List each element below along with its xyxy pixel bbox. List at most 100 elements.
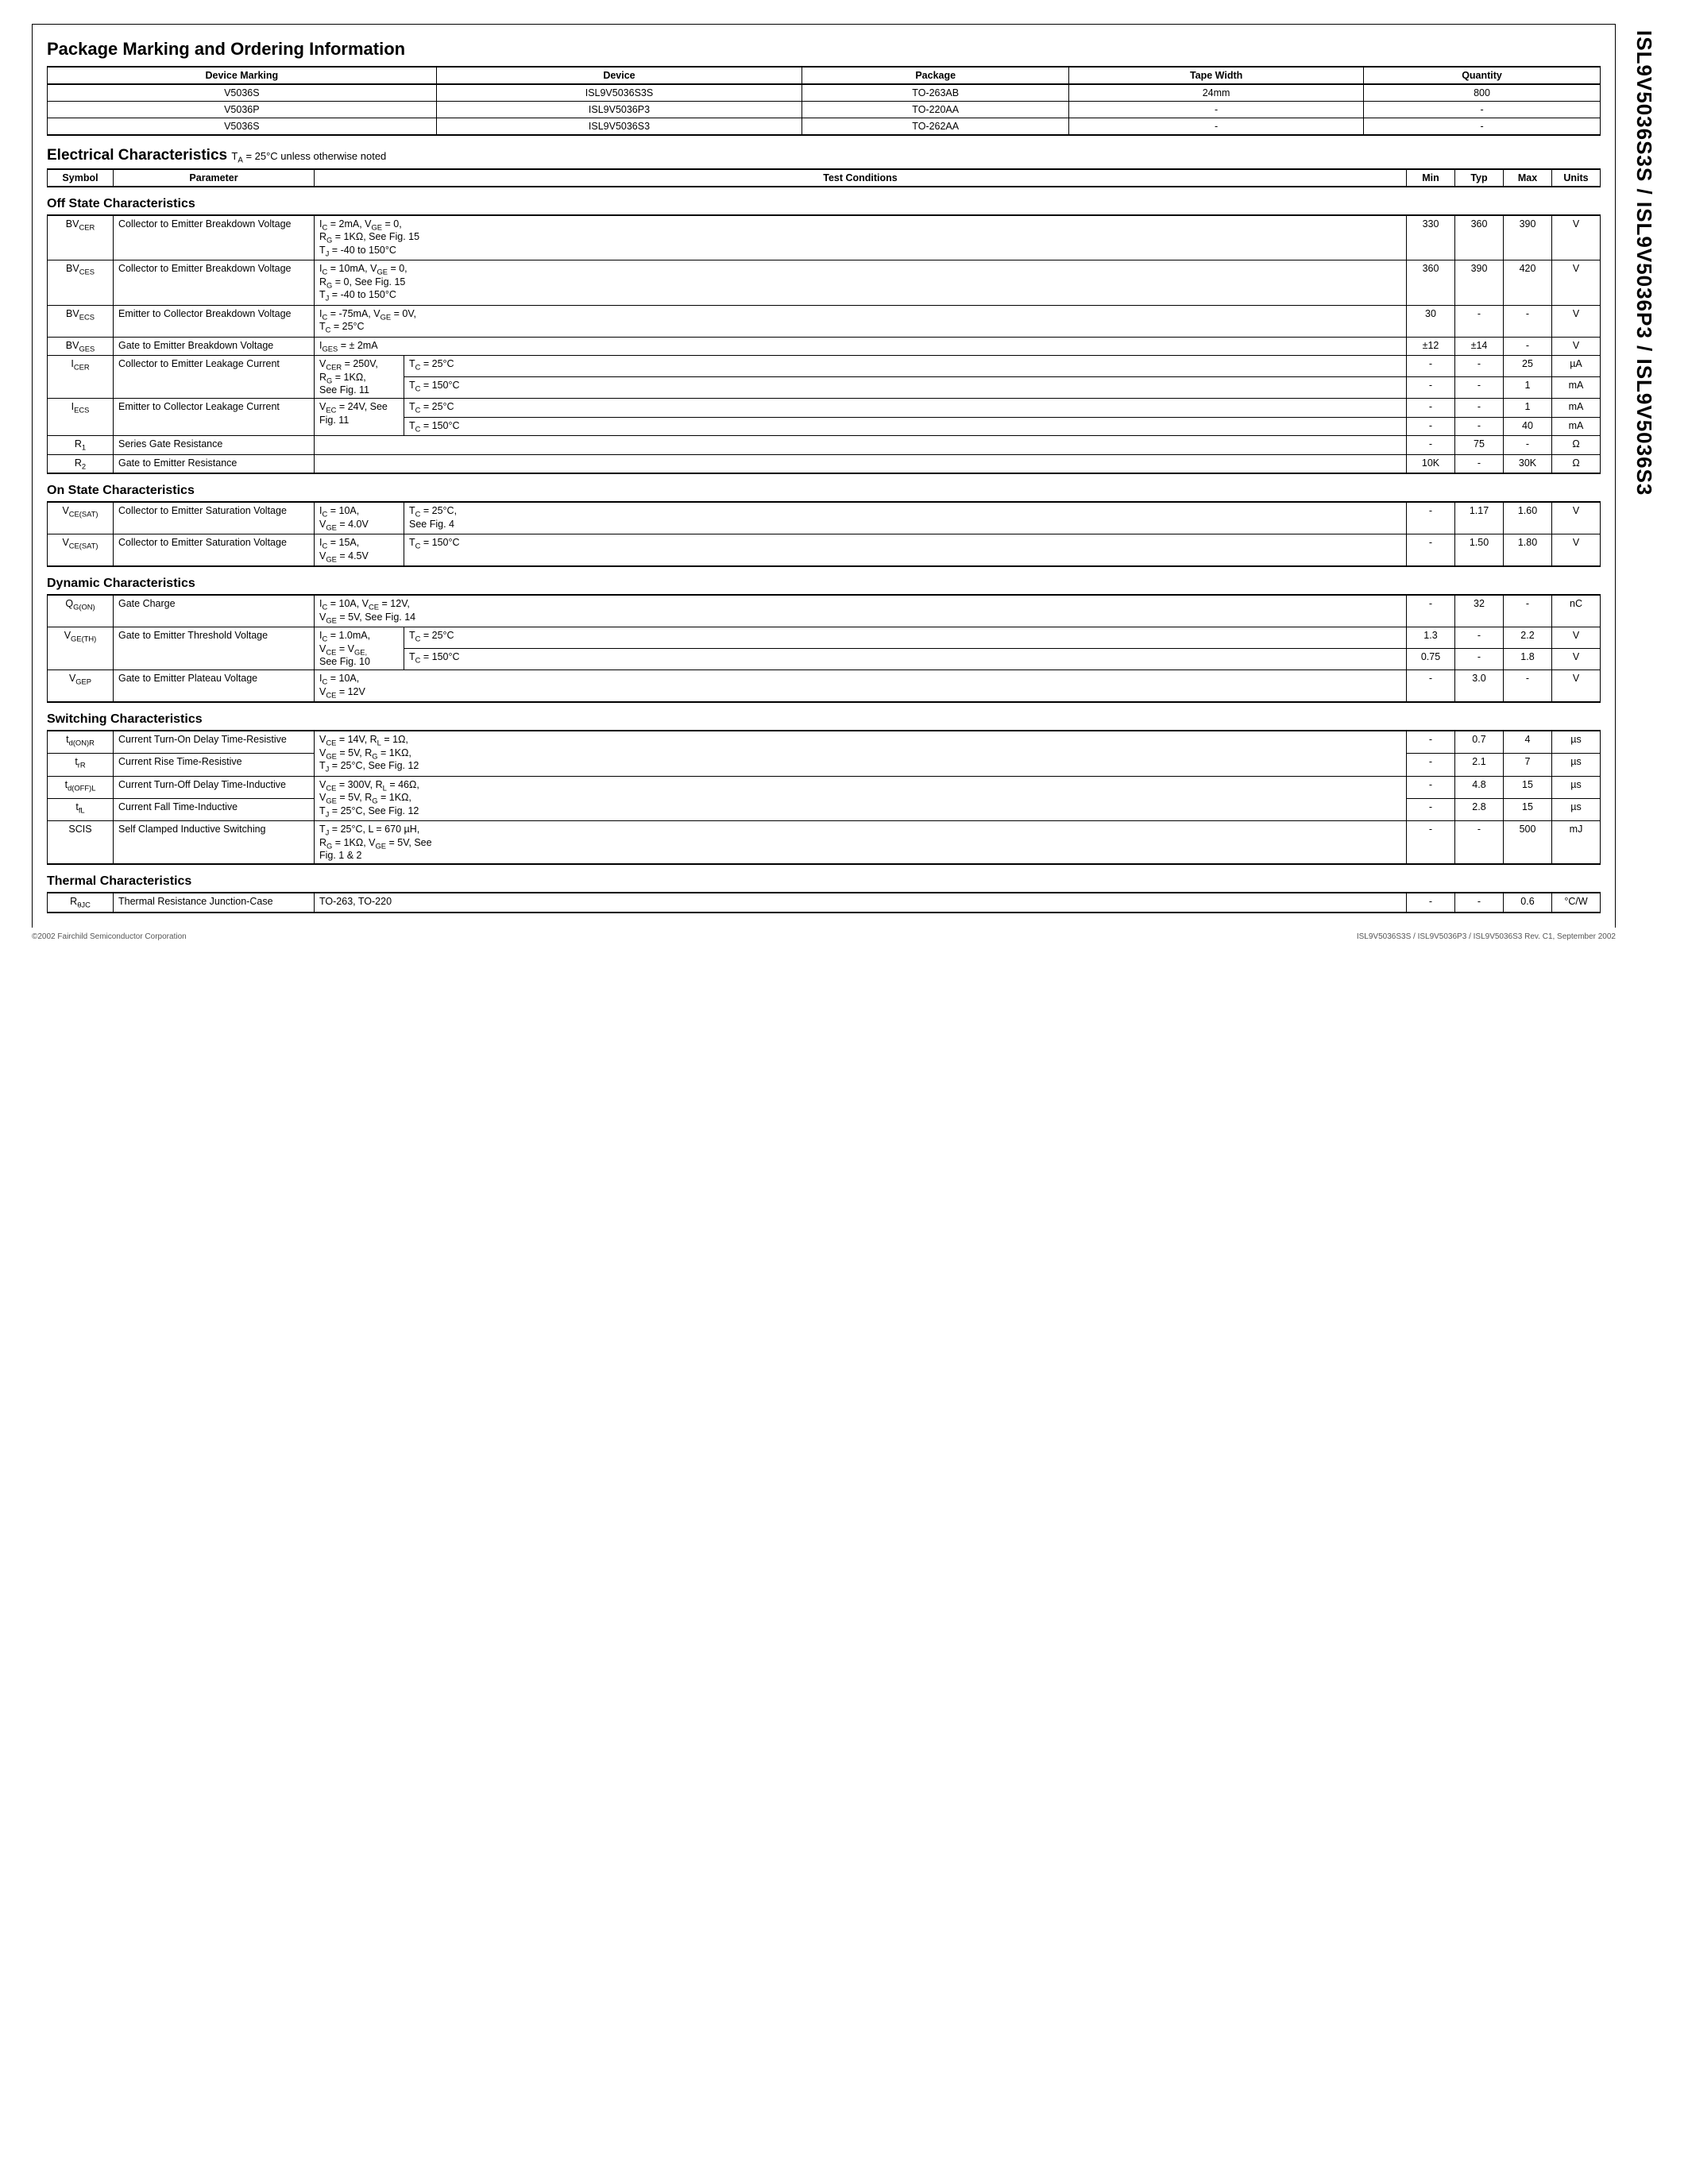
typ-cell: 1.50 bbox=[1455, 534, 1504, 567]
symbol-cell: R1 bbox=[48, 436, 114, 455]
unit-cell: mA bbox=[1552, 377, 1601, 399]
cond-cell: IC = 10A, VCE = 12V,VGE = 5V, See Fig. 1… bbox=[315, 595, 1407, 627]
typ-cell: 0.7 bbox=[1455, 731, 1504, 754]
unit-cell: mJ bbox=[1552, 821, 1601, 865]
unit-cell: mA bbox=[1552, 417, 1601, 436]
table-row: BVECSEmitter to Collector Breakdown Volt… bbox=[48, 305, 1601, 337]
param-cell: Collector to Emitter Breakdown Voltage bbox=[114, 260, 315, 306]
unit-cell: µs bbox=[1552, 776, 1601, 798]
max-cell: 15 bbox=[1504, 798, 1552, 820]
cond2-cell: TC = 25°C bbox=[404, 627, 1407, 649]
pkg-cell: - bbox=[1364, 118, 1601, 136]
unit-cell: Ω bbox=[1552, 436, 1601, 455]
min-cell: 30 bbox=[1407, 305, 1455, 337]
cond-cell: VCE = 14V, RL = 1Ω,VGE = 5V, RG = 1KΩ,TJ… bbox=[315, 731, 1407, 776]
footer-left: ©2002 Fairchild Semiconductor Corporatio… bbox=[32, 932, 187, 941]
table-row: BVGESGate to Emitter Breakdown VoltageIG… bbox=[48, 337, 1601, 356]
param-cell: Collector to Emitter Breakdown Voltage bbox=[114, 215, 315, 260]
unit-cell: V bbox=[1552, 337, 1601, 356]
pkg-header-row: Device Marking Device Package Tape Width… bbox=[48, 67, 1601, 84]
min-cell: - bbox=[1407, 776, 1455, 798]
table-row: SCISSelf Clamped Inductive SwitchingTJ =… bbox=[48, 821, 1601, 865]
param-cell: Collector to Emitter Saturation Voltage bbox=[114, 502, 315, 534]
max-cell: 500 bbox=[1504, 821, 1552, 865]
table-row: R2Gate to Emitter Resistance10K-30KΩ bbox=[48, 454, 1601, 473]
min-cell: - bbox=[1407, 399, 1455, 418]
max-cell: 1.60 bbox=[1504, 502, 1552, 534]
symbol-cell: tfL bbox=[48, 798, 114, 820]
pkg-cell: ISL9V5036S3 bbox=[436, 118, 802, 136]
min-cell: 10K bbox=[1407, 454, 1455, 473]
min-cell: - bbox=[1407, 502, 1455, 534]
cond-cell bbox=[315, 436, 1407, 455]
pkg-cell: ISL9V5036P3 bbox=[436, 102, 802, 118]
param-cell: Emitter to Collector Leakage Current bbox=[114, 399, 315, 436]
cond2-cell: TC = 150°C bbox=[404, 649, 1407, 670]
min-cell: 0.75 bbox=[1407, 649, 1455, 670]
cond-cell: VEC = 24V, SeeFig. 11 bbox=[315, 399, 404, 436]
unit-cell: °C/W bbox=[1552, 893, 1601, 913]
typ-cell: 2.1 bbox=[1455, 754, 1504, 776]
symbol-cell: RθJC bbox=[48, 893, 114, 913]
symbol-cell: R2 bbox=[48, 454, 114, 473]
content-box: Package Marking and Ordering Information… bbox=[32, 24, 1616, 928]
cond2-cell: TC = 25°C,See Fig. 4 bbox=[404, 502, 1407, 534]
typ-cell: - bbox=[1455, 377, 1504, 399]
symbol-cell: VGEP bbox=[48, 670, 114, 703]
min-cell: - bbox=[1407, 377, 1455, 399]
min-cell: - bbox=[1407, 754, 1455, 776]
max-cell: 4 bbox=[1504, 731, 1552, 754]
table-row: BVCERCollector to Emitter Breakdown Volt… bbox=[48, 215, 1601, 260]
typ-cell: - bbox=[1455, 649, 1504, 670]
table-row: VCE(SAT)Collector to Emitter Saturation … bbox=[48, 502, 1601, 534]
pkg-cell: V5036P bbox=[48, 102, 437, 118]
side-label: ISL9V5036S3S / ISL9V5036P3 / ISL9V5036S3 bbox=[1632, 24, 1656, 496]
symbol-cell: VCE(SAT) bbox=[48, 502, 114, 534]
on-state-title: On State Characteristics bbox=[47, 484, 1601, 498]
pkg-cell: ISL9V5036S3S bbox=[436, 84, 802, 102]
symbol-cell: BVECS bbox=[48, 305, 114, 337]
elec-title-text: Electrical Characteristics bbox=[47, 147, 227, 164]
symbol-cell: td(ON)R bbox=[48, 731, 114, 754]
cond-cell: IC = 15A,VGE = 4.5V bbox=[315, 534, 404, 567]
max-cell: 1 bbox=[1504, 399, 1552, 418]
table-row: VGE(TH)Gate to Emitter Threshold Voltage… bbox=[48, 627, 1601, 649]
typ-cell: 4.8 bbox=[1455, 776, 1504, 798]
param-cell: Emitter to Collector Breakdown Voltage bbox=[114, 305, 315, 337]
max-cell: 0.6 bbox=[1504, 893, 1552, 913]
symbol-cell: trR bbox=[48, 754, 114, 776]
pkg-table: Device Marking Device Package Tape Width… bbox=[47, 66, 1601, 136]
table-row: IECSEmitter to Collector Leakage Current… bbox=[48, 399, 1601, 418]
param-cell: Gate to Emitter Threshold Voltage bbox=[114, 627, 315, 670]
table-row: VGEPGate to Emitter Plateau VoltageIC = … bbox=[48, 670, 1601, 703]
pkg-cell: TO-263AB bbox=[802, 84, 1069, 102]
cond-cell: TJ = 25°C, L = 670 µH,RG = 1KΩ, VGE = 5V… bbox=[315, 821, 1407, 865]
symbol-cell: SCIS bbox=[48, 821, 114, 865]
param-cell: Gate to Emitter Resistance bbox=[114, 454, 315, 473]
unit-cell: V bbox=[1552, 305, 1601, 337]
cond2-cell: TC = 150°C bbox=[404, 377, 1407, 399]
unit-cell: V bbox=[1552, 502, 1601, 534]
typ-cell: - bbox=[1455, 417, 1504, 436]
min-cell: - bbox=[1407, 356, 1455, 377]
pkg-h0: Device Marking bbox=[48, 67, 437, 84]
typ-cell: 32 bbox=[1455, 595, 1504, 627]
table-row: td(ON)RCurrent Turn-On Delay Time-Resist… bbox=[48, 731, 1601, 754]
min-cell: 360 bbox=[1407, 260, 1455, 306]
typ-cell: - bbox=[1455, 356, 1504, 377]
symbol-cell: BVCER bbox=[48, 215, 114, 260]
pkg-h3: Tape Width bbox=[1069, 67, 1364, 84]
symbol-cell: VGE(TH) bbox=[48, 627, 114, 670]
table-row: QG(ON)Gate ChargeIC = 10A, VCE = 12V,VGE… bbox=[48, 595, 1601, 627]
min-cell: ±12 bbox=[1407, 337, 1455, 356]
min-cell: - bbox=[1407, 893, 1455, 913]
min-cell: - bbox=[1407, 821, 1455, 865]
symbol-cell: td(OFF)L bbox=[48, 776, 114, 798]
eh1: Parameter bbox=[114, 169, 315, 187]
symbol-cell: BVCES bbox=[48, 260, 114, 306]
cond-cell: IC = 10mA, VGE = 0,RG = 0, See Fig. 15TJ… bbox=[315, 260, 1407, 306]
symbol-cell: VCE(SAT) bbox=[48, 534, 114, 567]
max-cell: 1 bbox=[1504, 377, 1552, 399]
min-cell: - bbox=[1407, 436, 1455, 455]
param-cell: Collector to Emitter Leakage Current bbox=[114, 356, 315, 399]
